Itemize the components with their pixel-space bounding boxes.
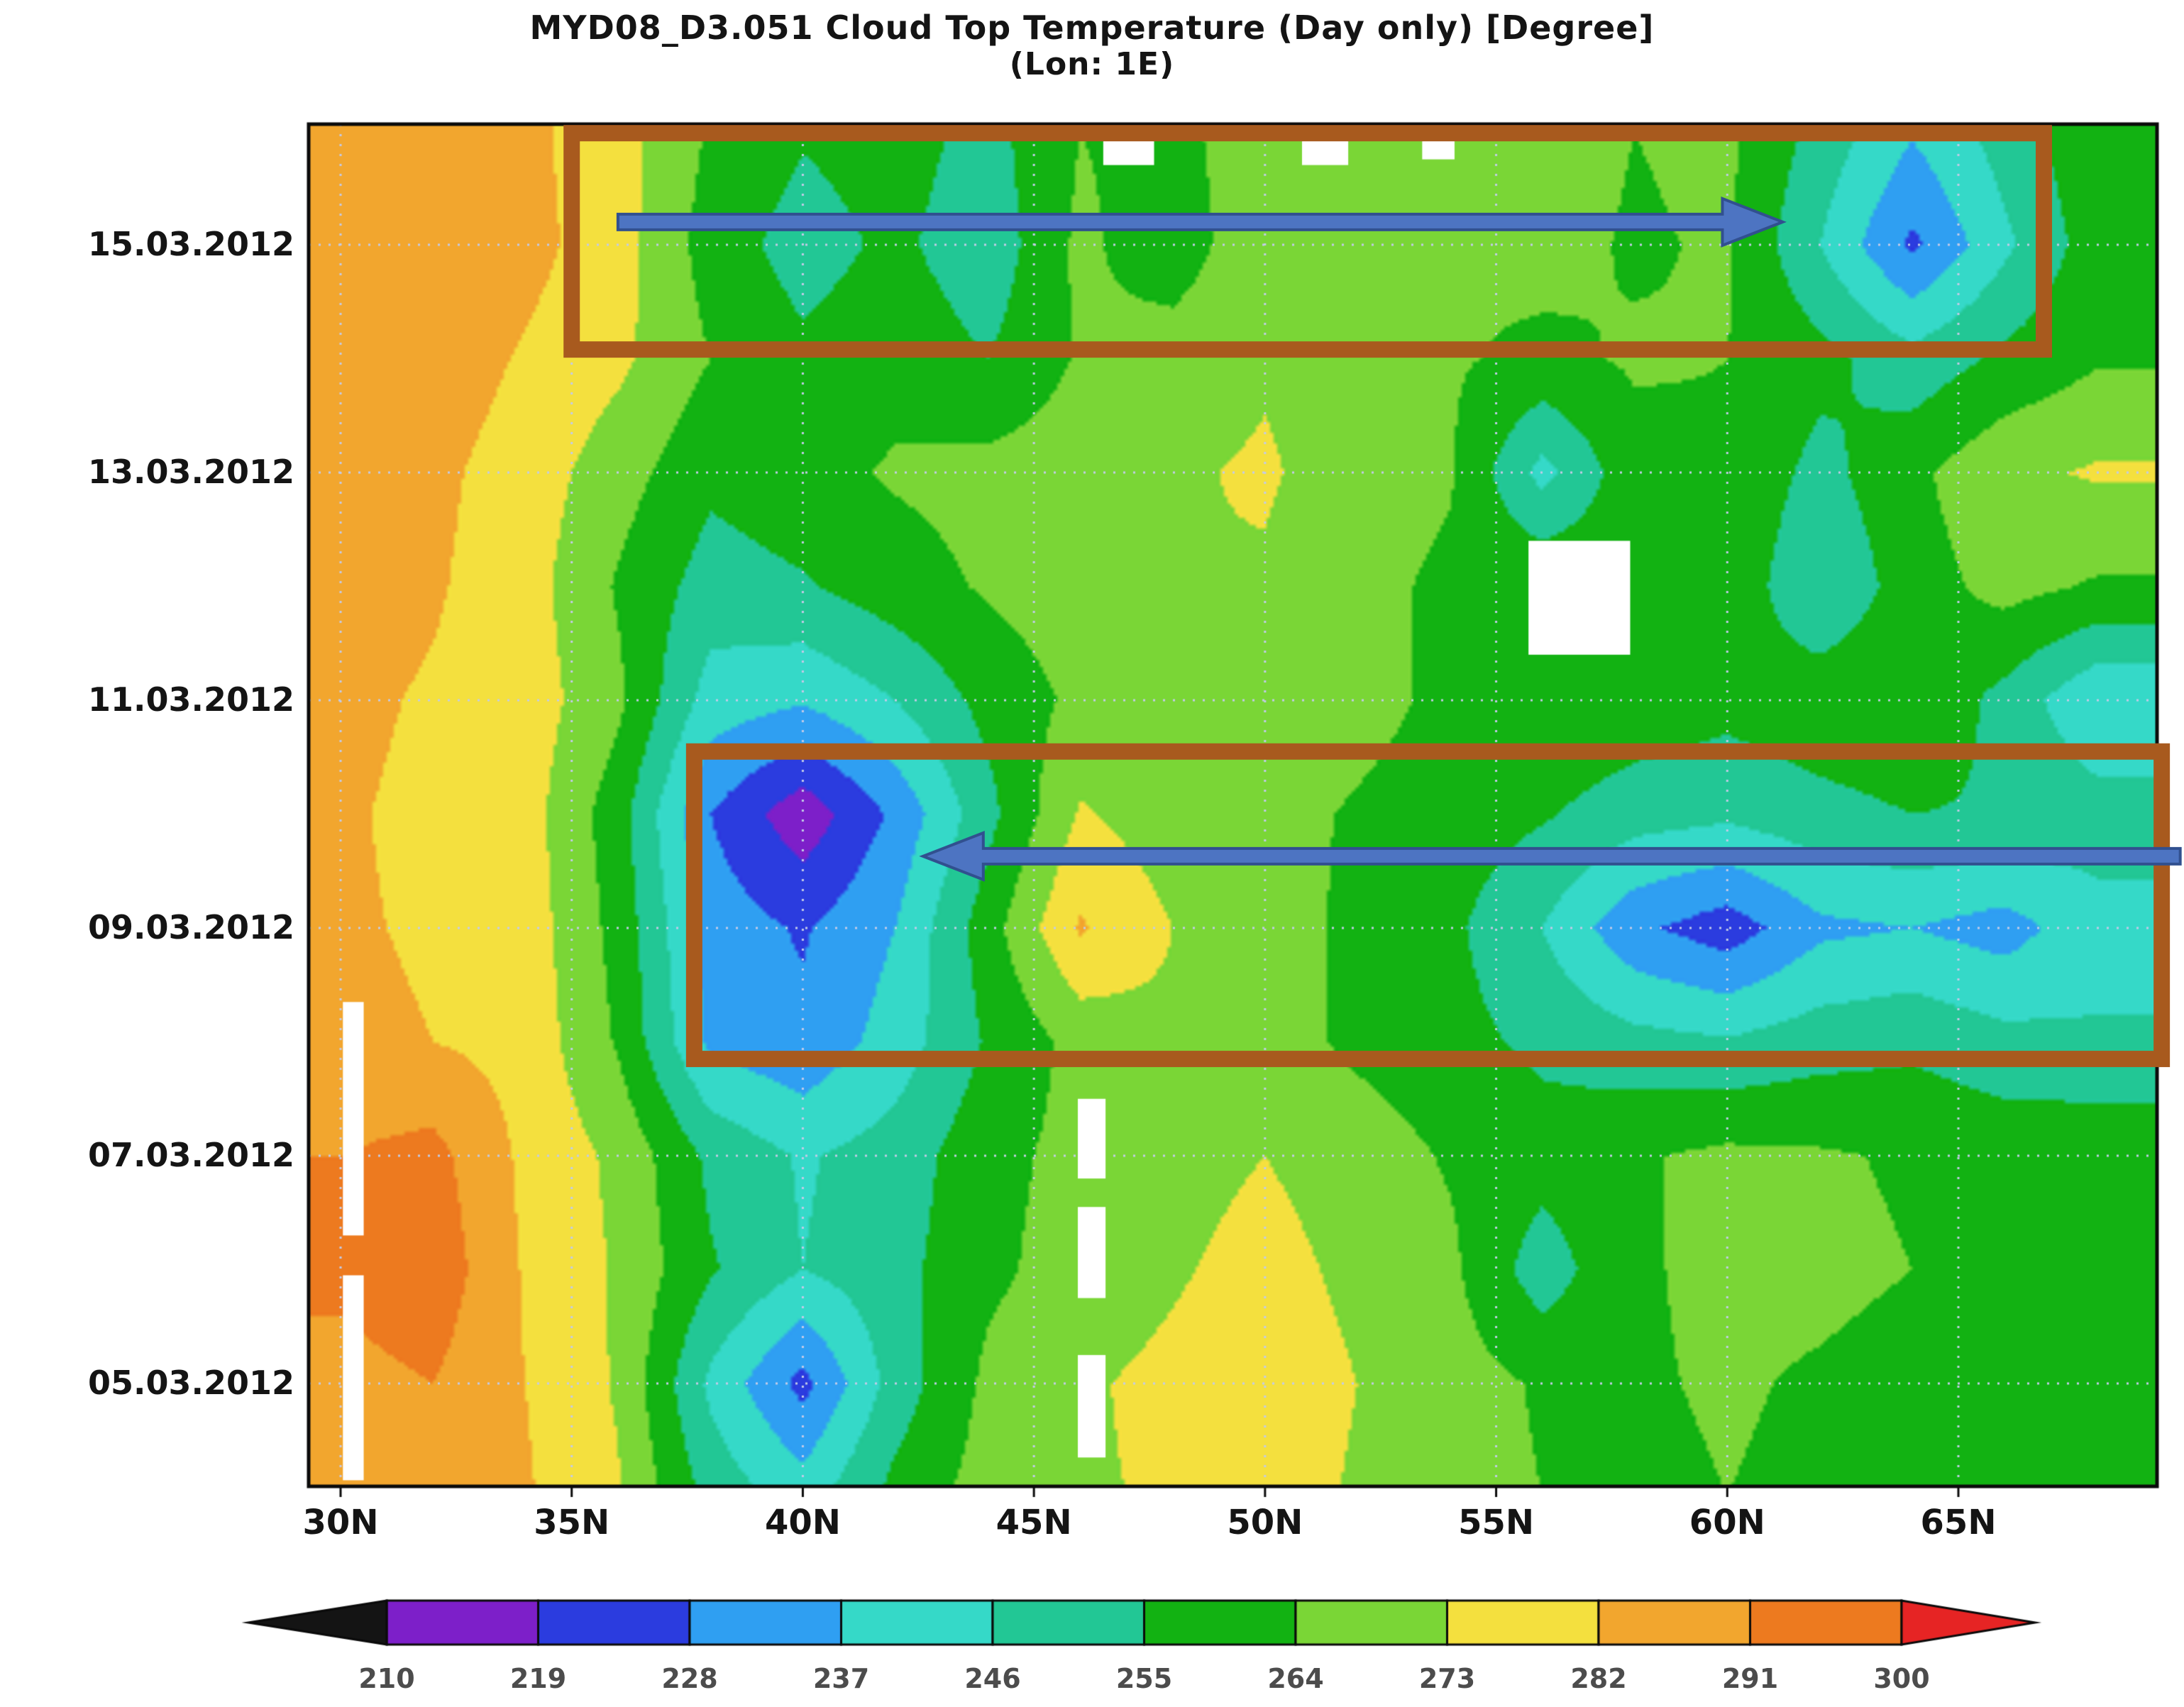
y-axis-label: 09.03.2012 bbox=[87, 908, 294, 946]
colorbar-label: 219 bbox=[509, 1663, 567, 1694]
x-axis-label: 55N bbox=[1458, 1503, 1535, 1542]
x-axis-label: 30N bbox=[302, 1503, 379, 1542]
x-axis-label: 50N bbox=[1227, 1503, 1303, 1542]
y-axis-label: 15.03.2012 bbox=[87, 225, 294, 263]
colorbar-label: 228 bbox=[661, 1663, 718, 1694]
colorbar-label: 255 bbox=[1115, 1663, 1173, 1694]
y-axis-label: 05.03.2012 bbox=[87, 1364, 294, 1402]
chart-title: MYD08_D3.051 Cloud Top Temperature (Day … bbox=[529, 9, 1655, 47]
colorbar-label: 273 bbox=[1418, 1663, 1476, 1694]
colorbar-label: 210 bbox=[358, 1663, 415, 1694]
y-axis-label: 07.03.2012 bbox=[87, 1136, 294, 1174]
colorbar-label: 300 bbox=[1873, 1663, 1930, 1694]
colorbar-label: 237 bbox=[812, 1663, 870, 1694]
colorbar-label: 264 bbox=[1267, 1663, 1324, 1694]
x-axis-label: 40N bbox=[764, 1503, 841, 1542]
title-block: MYD08_D3.051 Cloud Top Temperature (Day … bbox=[0, 9, 2184, 82]
x-axis-label: 65N bbox=[1920, 1503, 1997, 1542]
y-axis-label: 13.03.2012 bbox=[87, 453, 294, 491]
colorbar-label: 282 bbox=[1570, 1663, 1627, 1694]
colorbar-label: 291 bbox=[1721, 1663, 1779, 1694]
colorbar-label: 246 bbox=[964, 1663, 1021, 1694]
x-axis-label: 45N bbox=[996, 1503, 1072, 1542]
chart-subtitle: (Lon: 1E) bbox=[1009, 46, 1175, 82]
x-axis-label: 35N bbox=[534, 1503, 610, 1542]
y-axis-label: 11.03.2012 bbox=[87, 680, 294, 719]
x-axis-label: 60N bbox=[1689, 1503, 1765, 1542]
